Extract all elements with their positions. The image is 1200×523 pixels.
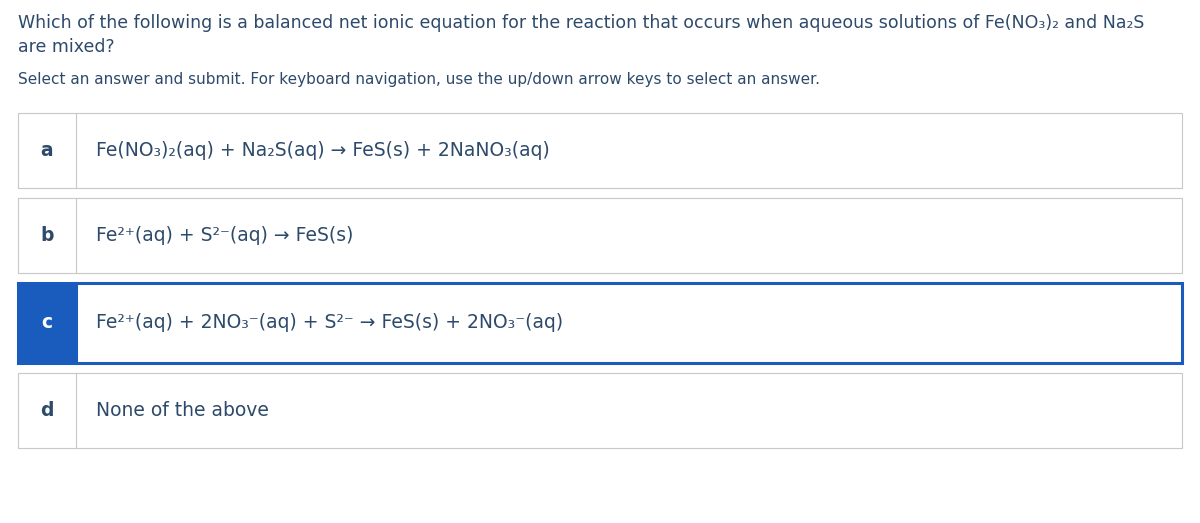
Text: Fe²⁺(aq) + 2NO₃⁻(aq) + S²⁻ → FeS(s) + 2NO₃⁻(aq): Fe²⁺(aq) + 2NO₃⁻(aq) + S²⁻ → FeS(s) + 2N… xyxy=(96,313,563,333)
Text: d: d xyxy=(41,401,54,420)
Text: Select an answer and submit. For keyboard navigation, use the up/down arrow keys: Select an answer and submit. For keyboar… xyxy=(18,72,820,87)
Text: are mixed?: are mixed? xyxy=(18,38,115,56)
FancyBboxPatch shape xyxy=(18,283,1182,363)
Text: c: c xyxy=(42,313,53,333)
Text: None of the above: None of the above xyxy=(96,401,269,420)
FancyBboxPatch shape xyxy=(18,198,1182,273)
Text: Which of the following is a balanced net ionic equation for the reaction that oc: Which of the following is a balanced net… xyxy=(18,14,1145,32)
FancyBboxPatch shape xyxy=(18,113,1182,188)
FancyBboxPatch shape xyxy=(18,283,76,363)
Text: b: b xyxy=(41,226,54,245)
FancyBboxPatch shape xyxy=(18,373,1182,448)
Text: a: a xyxy=(41,141,53,160)
Text: Fe²⁺(aq) + S²⁻(aq) → FeS(s): Fe²⁺(aq) + S²⁻(aq) → FeS(s) xyxy=(96,226,353,245)
Text: Fe(NO₃)₂(aq) + Na₂S(aq) → FeS(s) + 2NaNO₃(aq): Fe(NO₃)₂(aq) + Na₂S(aq) → FeS(s) + 2NaNO… xyxy=(96,141,550,160)
